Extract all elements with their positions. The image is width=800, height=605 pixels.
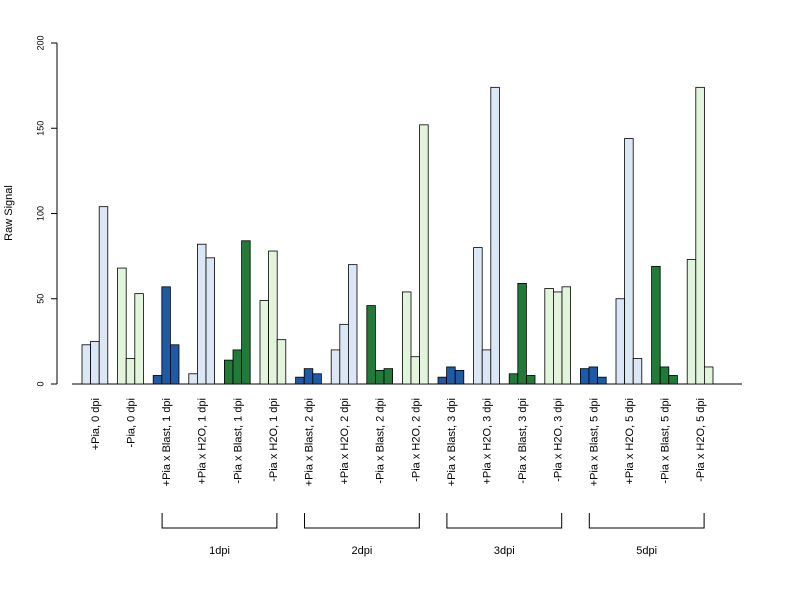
bar xyxy=(526,375,536,385)
group-bracket xyxy=(304,513,420,529)
x-tick-label: +Pia, 0 dpi xyxy=(90,398,102,450)
bar xyxy=(347,264,358,385)
bar xyxy=(659,366,670,385)
x-tick-label: +Pia x Blast, 3 dpi xyxy=(446,398,458,486)
bar xyxy=(241,240,251,385)
bar xyxy=(668,375,678,385)
bar xyxy=(544,288,554,385)
bar xyxy=(295,376,305,385)
x-tick-label: -Pia x H2O, 2 dpi xyxy=(410,398,422,482)
bar xyxy=(205,257,216,385)
bar xyxy=(232,349,243,385)
bar xyxy=(366,305,376,385)
group-label: 3dpi xyxy=(494,545,515,557)
group-label: 1dpi xyxy=(209,545,230,557)
bar xyxy=(490,86,500,385)
x-tick-label: +Pia x Blast, 1 dpi xyxy=(161,398,173,486)
x-tick-label: +Pia x H2O, 3 dpi xyxy=(482,398,494,485)
bar xyxy=(223,359,234,385)
bar xyxy=(597,376,607,385)
bar xyxy=(383,368,394,385)
bar xyxy=(686,259,697,385)
bar xyxy=(276,339,287,385)
y-tick-label: 200 xyxy=(35,35,45,50)
bar xyxy=(188,373,198,385)
bar xyxy=(651,265,661,385)
bar xyxy=(553,291,563,385)
group-label: 5dpi xyxy=(636,545,657,557)
bar xyxy=(81,344,92,385)
bar xyxy=(704,366,714,385)
x-tick-label: -Pia x Blast, 3 dpi xyxy=(517,398,529,484)
bar xyxy=(303,368,314,385)
x-tick-label: -Pia x H2O, 3 dpi xyxy=(553,398,565,482)
x-tick-label: -Pia x H2O, 1 dpi xyxy=(268,398,280,482)
bar xyxy=(161,286,171,385)
bar xyxy=(473,247,483,385)
bar xyxy=(508,373,519,385)
bar xyxy=(401,291,412,385)
x-tick-label: -Pia x H2O, 5 dpi xyxy=(695,398,707,482)
x-tick-label: +Pia x Blast, 5 dpi xyxy=(588,398,600,486)
bar xyxy=(454,369,465,385)
bar xyxy=(134,293,144,385)
x-tick-label: -Pia x Blast, 5 dpi xyxy=(660,398,672,484)
bar xyxy=(624,138,634,385)
bar xyxy=(152,375,163,385)
y-tick-label: 50 xyxy=(35,294,45,304)
bar xyxy=(580,368,590,385)
x-tick-label: +Pia x H2O, 2 dpi xyxy=(339,398,351,485)
bar xyxy=(90,340,100,385)
x-tick-label: -Pia x Blast, 1 dpi xyxy=(232,398,244,484)
bar xyxy=(481,349,492,385)
y-tick-label: 0 xyxy=(35,381,45,386)
bar xyxy=(117,267,127,385)
x-tick-label: +Pia x H2O, 1 dpi xyxy=(197,398,209,485)
bar xyxy=(312,373,322,385)
bar xyxy=(561,286,572,385)
bar xyxy=(632,358,643,385)
bar xyxy=(98,206,109,385)
y-axis-label: Raw Signal xyxy=(3,185,15,241)
group-bracket xyxy=(161,513,278,529)
x-tick-label: -Pia, 0 dpi xyxy=(126,398,138,448)
y-tick-label: 150 xyxy=(35,121,45,136)
bar xyxy=(125,358,136,385)
bar xyxy=(268,250,278,385)
bar xyxy=(517,283,527,385)
group-label: 2dpi xyxy=(352,545,373,557)
bar xyxy=(419,124,429,385)
bar xyxy=(695,86,705,385)
bar xyxy=(196,243,207,385)
x-tick-label: -Pia x Blast, 2 dpi xyxy=(375,398,387,484)
x-tick-label: +Pia x Blast, 2 dpi xyxy=(304,398,316,486)
bar xyxy=(588,366,599,385)
bar xyxy=(446,366,456,385)
group-bracket xyxy=(588,513,705,529)
group-bracket xyxy=(446,513,563,529)
x-tick-label: +Pia x H2O, 5 dpi xyxy=(624,398,636,485)
y-tick-label: 100 xyxy=(35,206,45,221)
bar xyxy=(169,344,180,385)
bar xyxy=(615,298,626,385)
bar xyxy=(374,369,385,385)
bar xyxy=(330,349,341,385)
bar xyxy=(410,356,421,385)
bar xyxy=(259,300,270,385)
bar xyxy=(339,323,349,385)
bar xyxy=(437,376,448,385)
